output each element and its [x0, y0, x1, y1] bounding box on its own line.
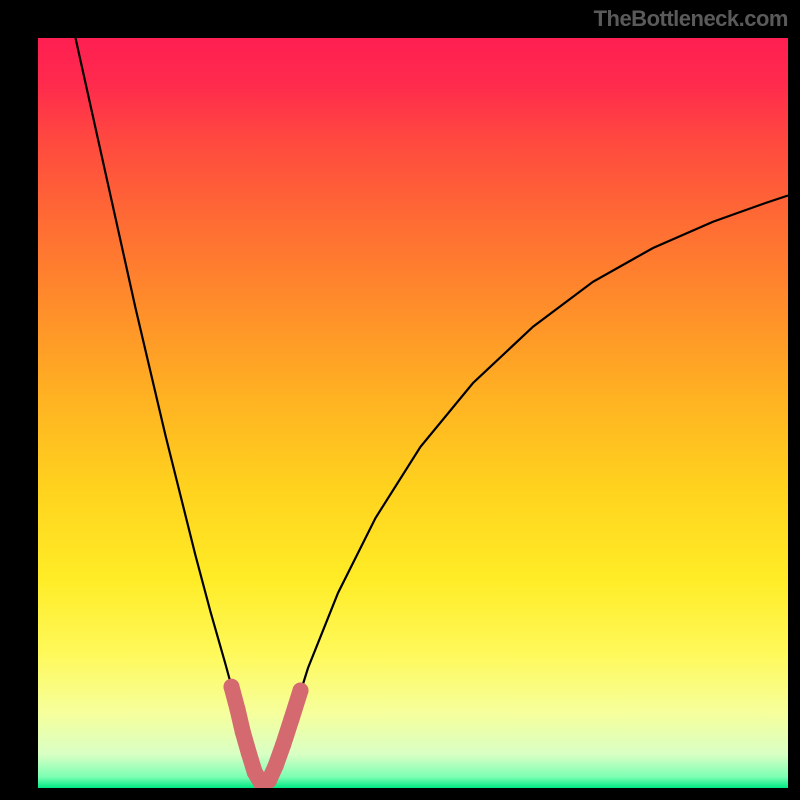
ideal-marker-dot [293, 683, 309, 699]
ideal-marker-dot [275, 737, 291, 753]
ideal-marker-dot [235, 724, 251, 740]
ideal-marker-dot [224, 679, 240, 695]
ideal-marker-dot [230, 701, 246, 717]
ideal-marker-dot [261, 773, 277, 789]
ideal-marker-dot [284, 711, 300, 727]
plot-area [38, 38, 788, 788]
watermark-text: TheBottleneck.com [594, 6, 788, 32]
chart-background [38, 38, 788, 788]
ideal-marker-dot [241, 745, 257, 761]
bottleneck-chart [38, 38, 788, 788]
ideal-marker-dot [268, 758, 284, 774]
